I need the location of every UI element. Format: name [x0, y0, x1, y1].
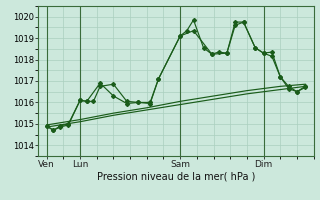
X-axis label: Pression niveau de la mer( hPa ): Pression niveau de la mer( hPa )	[97, 172, 255, 182]
